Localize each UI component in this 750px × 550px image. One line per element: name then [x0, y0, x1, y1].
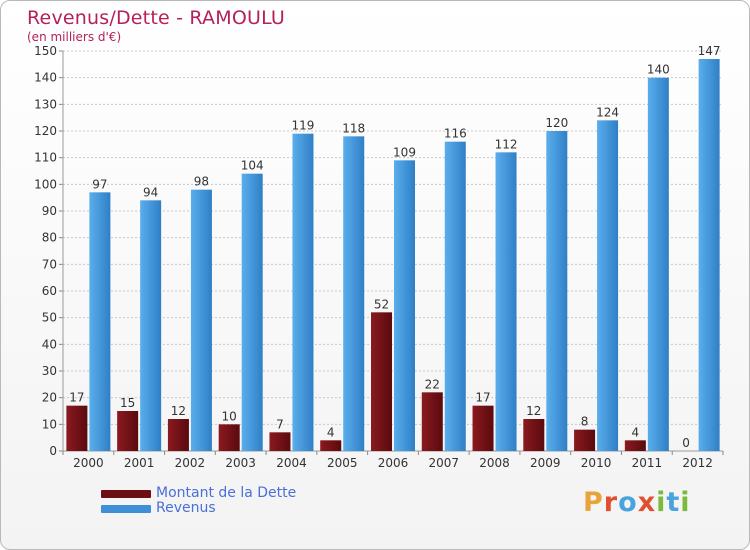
y-tick-label: 90	[42, 204, 57, 218]
y-tick-label: 50	[42, 311, 57, 325]
y-tick-label: 20	[42, 391, 57, 405]
bar-debt	[523, 419, 545, 451]
data-label-debt: 22	[425, 377, 440, 391]
data-label-debt: 15	[120, 396, 135, 410]
data-label-debt: 12	[171, 404, 186, 418]
y-tick-label: 30	[42, 364, 57, 378]
data-label-debt: 17	[69, 391, 84, 405]
bar-revenue	[698, 59, 720, 451]
logo-letter: i	[656, 487, 667, 518]
data-label-revenue: 140	[647, 63, 670, 77]
y-tick-label: 140	[34, 71, 57, 85]
y-tick-label: 60	[42, 284, 57, 298]
x-tick-label: 2009	[530, 456, 561, 470]
logo-letter: x	[637, 487, 657, 518]
data-label-revenue: 97	[92, 177, 107, 191]
x-tick-label: 2003	[225, 456, 256, 470]
logo-letter: t	[666, 487, 681, 518]
y-tick-label: 0	[49, 444, 57, 458]
legend-swatch-revenue	[101, 505, 151, 513]
bar-revenue	[140, 200, 162, 451]
bar-revenue	[292, 133, 314, 451]
logo-letter: r	[603, 487, 619, 518]
x-tick-label: 2002	[175, 456, 206, 470]
data-label-revenue: 118	[342, 121, 365, 135]
bar-debt	[371, 312, 392, 451]
data-label-debt: 4	[327, 425, 335, 439]
y-tick-label: 40	[42, 337, 57, 351]
data-label-debt: 7	[276, 417, 284, 431]
data-label-revenue: 98	[194, 175, 209, 189]
y-tick-label: 120	[34, 124, 57, 138]
data-label-revenue: 120	[545, 116, 568, 130]
data-label-revenue: 147	[698, 44, 721, 58]
data-label-revenue: 94	[143, 185, 158, 199]
data-label-revenue: 112	[495, 137, 518, 151]
x-tick-label: 2005	[327, 456, 358, 470]
legend-label-debt: Montant de la Dette	[156, 485, 297, 501]
data-label-revenue: 116	[444, 127, 467, 141]
bar-revenue	[647, 77, 669, 452]
bar-debt	[472, 405, 494, 451]
y-tick-label: 70	[42, 257, 57, 271]
bar-revenue	[444, 141, 466, 451]
legend-swatch-debt	[101, 490, 151, 498]
logo-letter: o	[618, 487, 638, 518]
data-label-debt: 52	[374, 297, 389, 311]
logo-letter: P	[583, 487, 604, 518]
x-tick-label: 2010	[581, 456, 612, 470]
data-label-revenue: 104	[241, 159, 264, 173]
bar-revenue	[89, 192, 111, 452]
bar-revenue	[495, 152, 517, 452]
bar-revenue	[241, 173, 263, 451]
bar-debt	[574, 429, 596, 451]
y-tick-label: 100	[34, 177, 57, 191]
data-label-revenue: 119	[292, 119, 315, 133]
legend-label-revenue: Revenus	[156, 500, 216, 516]
y-tick-label: 130	[34, 97, 57, 111]
proxiti-logo: Proxiti	[583, 487, 691, 518]
data-label-debt: 4	[632, 425, 640, 439]
bar-debt	[117, 411, 139, 451]
bar-debt	[66, 405, 88, 451]
x-tick-label: 2012	[682, 456, 713, 470]
chart-title: Revenus/Dette - RAMOULU	[27, 7, 286, 29]
data-label-debt: 8	[581, 415, 589, 429]
x-tick-label: 2000	[73, 456, 104, 470]
x-tick-label: 2008	[479, 456, 510, 470]
bar-debt	[421, 392, 443, 451]
data-label-debt: 10	[222, 409, 237, 423]
y-tick-label: 10	[42, 417, 57, 431]
bar-revenue	[343, 136, 365, 452]
bar-debt	[320, 440, 342, 451]
data-label-debt: 12	[526, 404, 541, 418]
x-tick-label: 2011	[632, 456, 663, 470]
logo-letter: i	[680, 487, 691, 518]
y-tick-label: 110	[34, 151, 57, 165]
x-tick-label: 2006	[378, 456, 409, 470]
y-tick-label: 80	[42, 231, 57, 245]
data-label-revenue: 124	[596, 105, 619, 119]
x-tick-label: 2004	[276, 456, 307, 470]
y-tick-label: 150	[34, 44, 57, 58]
x-tick-label: 2007	[428, 456, 459, 470]
data-label-revenue: 109	[393, 145, 416, 159]
bar-debt	[269, 432, 291, 451]
bar-revenue	[190, 189, 212, 451]
data-label-debt: 17	[475, 391, 490, 405]
data-label-debt: 0	[682, 436, 690, 450]
bar-debt	[218, 424, 240, 451]
x-tick-label: 2001	[124, 456, 155, 470]
bar-revenue	[597, 120, 619, 451]
bar-revenue	[394, 160, 415, 452]
bar-revenue	[546, 131, 568, 451]
bar-debt	[167, 419, 189, 451]
chart-subtitle: (en milliers d'€)	[27, 30, 122, 44]
bar-debt	[624, 440, 646, 451]
